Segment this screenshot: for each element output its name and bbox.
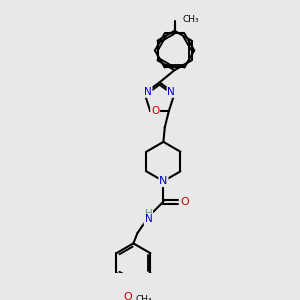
Text: N: N — [145, 214, 152, 224]
Text: O: O — [123, 292, 132, 300]
Text: CH₃: CH₃ — [136, 295, 152, 300]
Text: N: N — [144, 87, 152, 97]
Text: H: H — [145, 209, 152, 219]
Text: O: O — [180, 196, 189, 207]
Text: N: N — [167, 87, 175, 97]
Text: N: N — [159, 176, 168, 186]
Text: CH₃: CH₃ — [182, 15, 199, 24]
Text: O: O — [151, 106, 159, 116]
